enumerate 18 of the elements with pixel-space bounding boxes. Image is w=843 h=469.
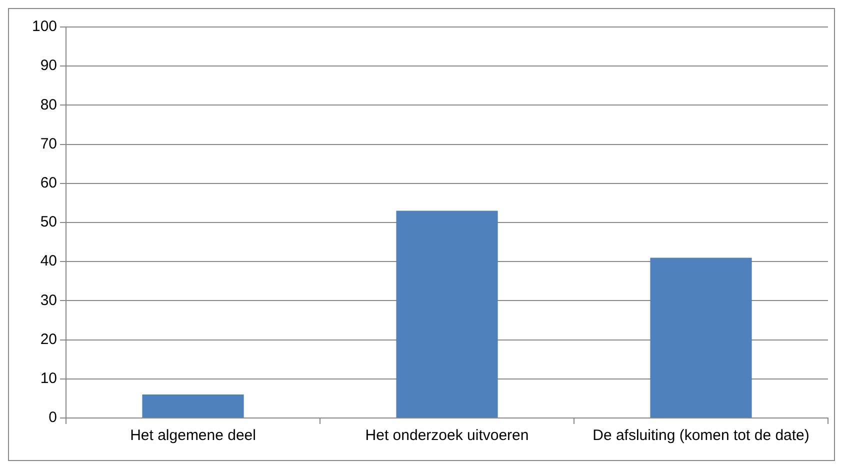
y-tick-label: 90 — [40, 57, 58, 74]
y-tick-label: 60 — [40, 174, 58, 192]
y-tick-label: 20 — [40, 330, 58, 348]
x-tick-label: Het onderzoek uitvoeren — [365, 427, 529, 444]
y-tick-label: 40 — [40, 252, 58, 270]
y-tick-label: 10 — [40, 370, 58, 388]
frame-outline: Het algemene deel Het onderzoek uitvoeren De afsluiting (komen tot de date) 0 10 20 30 40 50 60 70 80 90 100 — [8, 8, 835, 461]
bar — [396, 210, 498, 418]
y-tick-label: 0 — [48, 409, 58, 426]
y-tick-label: 50 — [40, 214, 58, 231]
y-tick-label: 30 — [40, 292, 58, 309]
y-tick-label: 80 — [40, 96, 58, 114]
x-tick-label: Het algemene deel — [130, 427, 256, 444]
bar — [142, 394, 244, 418]
y-tick-label: 100 — [32, 18, 58, 36]
bar — [650, 258, 752, 418]
y-tick-label: 70 — [40, 135, 58, 152]
x-tick-label: De afsluiting (komen tot de date) — [592, 427, 810, 444]
